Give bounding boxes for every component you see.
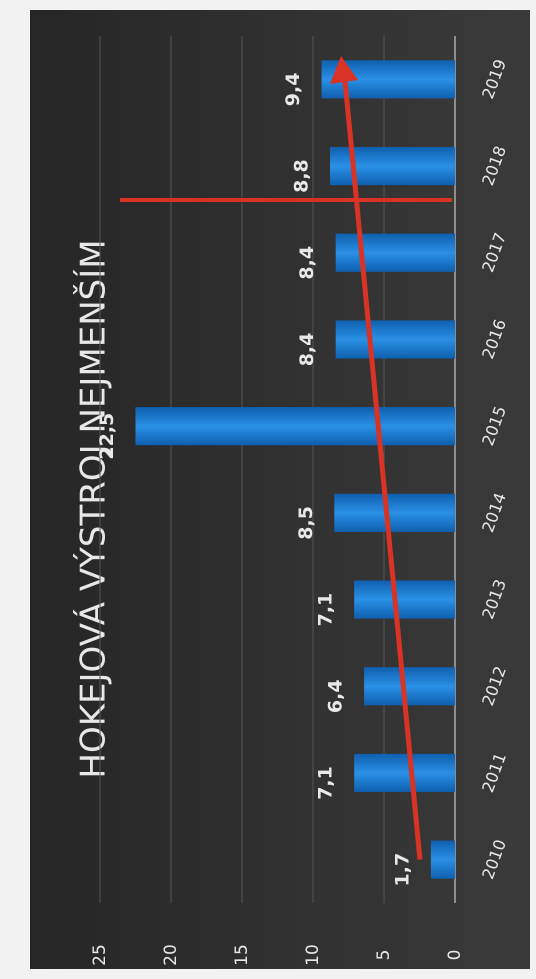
- value-label: 7,1: [315, 766, 337, 800]
- bar: [354, 580, 455, 619]
- bar: [354, 753, 455, 793]
- bar: [334, 493, 455, 532]
- y-tick-label: 20: [161, 944, 181, 966]
- value-label: 8,5: [295, 506, 317, 540]
- value-label: 8,4: [296, 246, 318, 280]
- value-label: 8,4: [296, 333, 318, 367]
- bar: [330, 146, 456, 186]
- value-label: 7,1: [315, 593, 337, 627]
- y-tick-label: 15: [232, 944, 252, 966]
- arrow-head: [330, 56, 358, 84]
- value-label: 22,5: [96, 413, 118, 460]
- bar: [321, 60, 455, 99]
- value-label: 8,8: [291, 159, 313, 193]
- y-tick-label: 0: [445, 950, 465, 961]
- bar: [430, 840, 455, 879]
- bar: [364, 667, 455, 706]
- chart-title: HOKEJOVÁ VÝSTROJ NEJMENŠÍM: [73, 239, 114, 778]
- value-label: 1,7: [391, 853, 413, 887]
- bar: [335, 320, 455, 359]
- bar: [135, 407, 455, 446]
- rotated-plot: HOKEJOVÁ VÝSTROJ NEJMENŠÍM 0510152025201…: [30, 10, 530, 969]
- value-label: 6,4: [325, 679, 347, 713]
- bar: [335, 233, 455, 272]
- y-tick-label: 5: [374, 950, 394, 961]
- trend-arrow: [342, 80, 423, 860]
- y-tick-label: 25: [90, 944, 110, 966]
- value-label: 9,4: [282, 73, 304, 107]
- y-tick-label: 10: [303, 944, 323, 966]
